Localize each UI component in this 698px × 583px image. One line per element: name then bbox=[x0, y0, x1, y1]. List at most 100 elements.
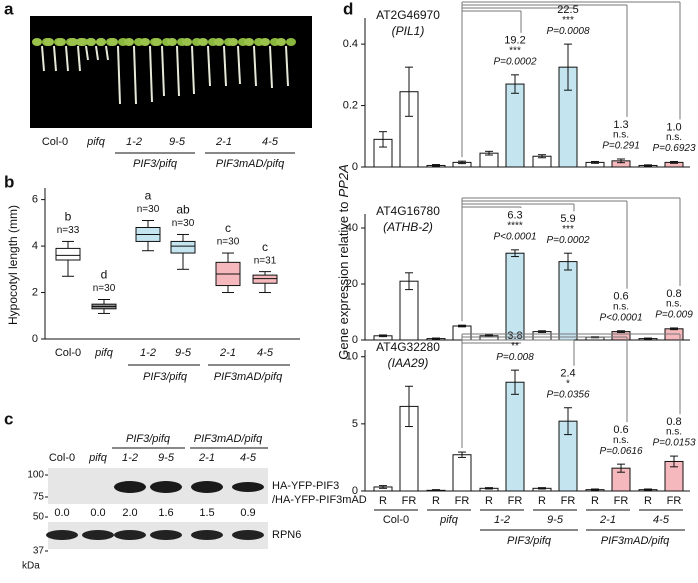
hypocotyl bbox=[85, 45, 89, 61]
x-tick-label: 9-5 bbox=[175, 347, 192, 359]
hypocotyl bbox=[149, 45, 153, 103]
p-value: P=0.6923 bbox=[652, 143, 696, 154]
gene-name: (IAA29) bbox=[388, 356, 429, 370]
hypocotyl bbox=[65, 45, 69, 72]
n-label: n=30 bbox=[217, 237, 240, 248]
band bbox=[191, 530, 223, 540]
y-tick-label: 20 bbox=[346, 278, 358, 290]
group-label: PIF3mAD/pifq bbox=[214, 371, 283, 383]
lane-label: 2-1 bbox=[198, 452, 215, 464]
band bbox=[191, 481, 223, 493]
y-tick-label: 40 bbox=[346, 222, 358, 234]
cotyledon bbox=[276, 38, 286, 46]
hypocotyl bbox=[269, 45, 273, 89]
band bbox=[114, 530, 146, 540]
x-tick-label: FR bbox=[402, 495, 417, 507]
significance: n.s. bbox=[666, 299, 682, 310]
band bbox=[150, 481, 182, 493]
cotyledon bbox=[86, 38, 96, 46]
cotyledon bbox=[198, 38, 208, 46]
x-tick-label: 1-2 bbox=[140, 347, 156, 359]
significance: n.s. bbox=[666, 427, 682, 438]
significance: *** bbox=[562, 15, 574, 26]
group-label: PIF3/pifq bbox=[126, 433, 171, 445]
panel-label: c bbox=[4, 409, 13, 428]
box bbox=[252, 274, 278, 284]
p-value: P<0.0001 bbox=[493, 231, 536, 242]
bar bbox=[452, 454, 472, 492]
lane-label: 1-2 bbox=[122, 452, 138, 464]
cotyledon bbox=[140, 38, 150, 46]
fold-change: 5.9 bbox=[560, 213, 575, 225]
box bbox=[55, 247, 81, 261]
x-tick-label: R bbox=[485, 495, 493, 507]
hypocotyl bbox=[237, 45, 241, 85]
p-value: P=0.008 bbox=[496, 352, 534, 363]
fold-change: 1.3 bbox=[613, 119, 628, 131]
x-tick-label: R bbox=[644, 495, 652, 507]
p-value: P=0.0153 bbox=[652, 438, 696, 449]
lane-label: Col-0 bbox=[42, 136, 68, 148]
x-tick-label: R bbox=[432, 495, 440, 507]
n-label: n=31 bbox=[254, 255, 277, 266]
genotype-label: 9-5 bbox=[547, 514, 564, 526]
cotyledon bbox=[228, 38, 238, 46]
cotyledon bbox=[68, 38, 78, 46]
gene-name: (ATHB-2) bbox=[383, 220, 433, 234]
n-label: n=30 bbox=[93, 283, 116, 294]
y-axis-label-text: Gene expression relative to bbox=[336, 201, 351, 359]
genotype-label: 2-1 bbox=[599, 514, 616, 526]
genotype-label: pifq bbox=[439, 514, 459, 526]
lane-label: 1-2 bbox=[126, 136, 142, 148]
size-marker: 75 bbox=[33, 492, 45, 503]
n-label: n=30 bbox=[137, 204, 160, 215]
bar bbox=[505, 252, 525, 341]
lane-label: 9-5 bbox=[169, 136, 186, 148]
panel-label: d bbox=[343, 0, 353, 18]
y-axis-label: Gene expression relative to PP2A bbox=[336, 164, 351, 360]
x-tick-label: FR bbox=[455, 495, 470, 507]
group-label: PIF3mAD/pifq bbox=[194, 433, 263, 445]
significance: *** bbox=[562, 224, 574, 235]
cotyledon bbox=[124, 38, 134, 46]
band-label: HA-YFP-PIF3 bbox=[272, 480, 339, 492]
lane-label: pifq bbox=[88, 452, 108, 464]
y-axis-label: Hypocotyl length (mm) bbox=[6, 205, 20, 325]
hypocotyl bbox=[77, 45, 81, 72]
cotyledon bbox=[76, 38, 86, 46]
fold-change: 6.3 bbox=[507, 210, 522, 222]
cotyledon bbox=[260, 38, 270, 46]
significance: n.s. bbox=[613, 301, 629, 312]
cotyledon bbox=[108, 38, 118, 46]
x-tick-label: FR bbox=[614, 495, 629, 507]
box bbox=[170, 240, 196, 254]
cotyledon bbox=[96, 38, 106, 46]
lane-label: 4-5 bbox=[240, 452, 257, 464]
y-axis-label-gene: PP2A bbox=[336, 164, 351, 197]
band-label: /HA-YFP-PIF3mAD bbox=[272, 494, 367, 506]
y-tick-label: 0 bbox=[32, 333, 38, 345]
genotype-label: 4-5 bbox=[653, 514, 670, 526]
fold-change: 0.8 bbox=[666, 288, 681, 300]
quantification: 0.0 bbox=[90, 507, 105, 519]
cotyledon bbox=[56, 38, 66, 46]
cotyledon bbox=[32, 38, 42, 46]
hypocotyl bbox=[223, 45, 227, 87]
cotyledon bbox=[182, 38, 192, 46]
p-value: P<0.0001 bbox=[599, 312, 642, 323]
cotyledon bbox=[286, 38, 296, 46]
hypocotyl bbox=[191, 45, 195, 95]
band bbox=[46, 530, 78, 540]
size-marker: 37 bbox=[33, 546, 45, 557]
marker-unit: kDa bbox=[22, 561, 40, 572]
band-label: RPN6 bbox=[272, 529, 301, 541]
hypocotyl bbox=[41, 45, 45, 72]
cotyledon bbox=[44, 38, 54, 46]
band bbox=[114, 481, 146, 493]
n-label: n=33 bbox=[57, 225, 80, 236]
band bbox=[232, 482, 264, 492]
p-value: P=0.0002 bbox=[546, 235, 590, 246]
x-tick-label: pifq bbox=[94, 347, 114, 359]
p-value: P=0.0356 bbox=[546, 389, 590, 400]
